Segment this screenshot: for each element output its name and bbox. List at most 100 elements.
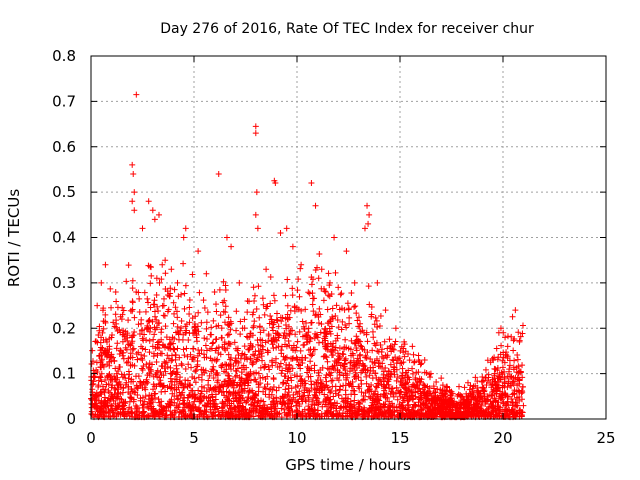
data-point [301,387,308,394]
data-point-peak [155,211,162,218]
data-point [153,292,160,299]
data-point [396,355,403,362]
data-point [269,318,276,325]
data-point [98,334,105,341]
y-tick-label: 0.5 [52,183,76,201]
data-point [343,344,350,351]
data-point [289,355,296,362]
data-point [372,342,379,349]
data-point [243,376,250,383]
data-point [114,304,121,311]
data-point [144,412,151,419]
data-point [150,336,157,343]
data-point-peak [252,130,259,137]
data-point [284,276,291,283]
data-point-peak [263,266,270,273]
data-point [479,399,486,406]
data-point [195,309,202,316]
data-point [424,390,431,397]
data-point [354,317,361,324]
data-point [280,394,287,401]
data-point [226,331,233,338]
data-point [157,402,164,409]
data-point [232,355,239,362]
data-point [141,331,148,338]
data-point [263,305,270,312]
data-point [504,384,511,391]
data-point [258,353,265,360]
data-point [233,327,240,334]
data-point [285,389,292,396]
data-point [129,277,136,284]
data-point [303,333,310,340]
data-point [332,390,339,397]
data-point [328,388,335,395]
data-point [212,412,219,419]
data-point [142,346,149,353]
data-point [382,364,389,371]
data-point [320,353,327,360]
data-point [340,351,347,358]
data-point [250,408,257,415]
data-point [265,363,272,370]
data-point [224,332,231,339]
data-point [449,406,456,413]
data-point [405,350,412,357]
data-point [182,282,189,289]
data-point [493,387,500,394]
data-point [169,378,176,385]
data-point [337,405,344,412]
data-point [416,358,423,365]
data-point [362,396,369,403]
data-point [236,382,243,389]
data-point [128,395,135,402]
data-point [116,350,123,357]
data-point [289,292,296,299]
data-point [117,384,124,391]
data-point [212,401,219,408]
data-point [239,350,246,357]
data-point [332,337,339,344]
data-point [186,304,193,311]
data-point [186,296,193,303]
data-point [180,384,187,391]
data-point [304,338,311,345]
data-point [107,285,114,292]
data-point [149,361,156,368]
data-point-peak [130,170,137,177]
x-tick-label: 20 [493,429,512,447]
data-point [233,308,240,315]
data-point [456,405,463,412]
data-point [400,359,407,366]
data-point [292,347,299,354]
data-point [112,400,119,407]
data-point [264,373,271,380]
data-point [372,370,379,377]
data-point [378,403,385,410]
data-point [138,327,145,334]
data-point [98,370,105,377]
data-point [325,292,332,299]
data-point [311,295,318,302]
data-point [98,403,105,410]
data-point [135,373,142,380]
data-point [123,346,130,353]
data-point [114,393,121,400]
data-point [102,376,109,383]
data-point-peak [326,279,333,286]
data-point [154,352,161,359]
data-point [340,398,347,405]
data-point [234,345,241,352]
data-point-peak [308,180,315,187]
data-point [240,408,247,415]
data-point [294,287,301,294]
data-point [210,375,217,382]
data-point [271,408,278,415]
data-point-peak [289,243,296,250]
data-point [217,384,224,391]
data-point [212,391,219,398]
data-point [365,383,372,390]
data-point [149,318,156,325]
data-point-peak [415,352,422,359]
data-point [113,370,120,377]
